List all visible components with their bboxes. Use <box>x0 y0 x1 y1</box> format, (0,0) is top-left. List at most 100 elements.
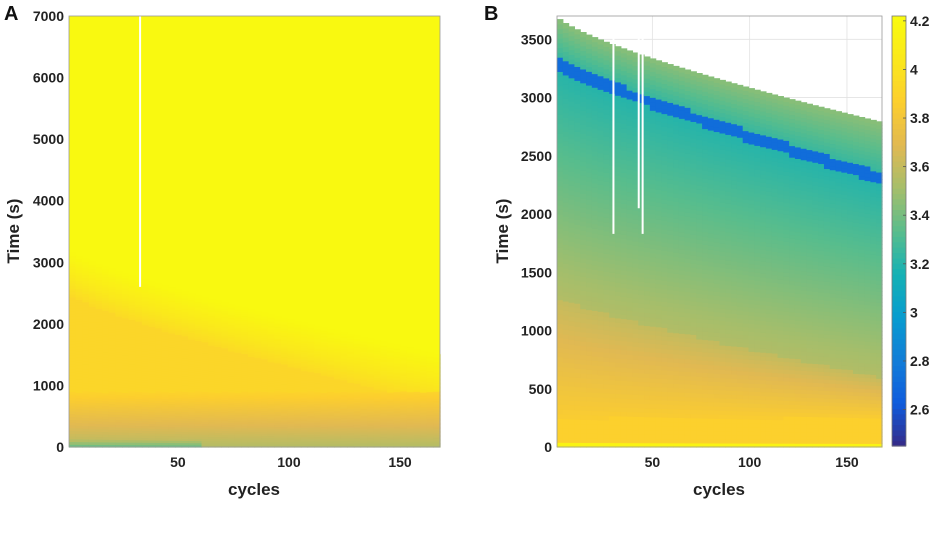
heatmap-cell <box>557 80 564 87</box>
heatmap-cell <box>122 422 130 426</box>
heatmap-cell <box>261 391 269 394</box>
heatmap-cell <box>168 383 176 387</box>
heatmap-cell <box>580 179 587 185</box>
heatmap-cell <box>609 227 616 233</box>
heatmap-cell <box>108 322 116 326</box>
heatmap-cell <box>557 38 564 44</box>
heatmap-cell <box>387 381 395 384</box>
heatmap-cell <box>234 323 242 327</box>
heatmap-cell <box>221 339 229 343</box>
heatmap-cell <box>591 365 599 371</box>
heatmap-cell <box>88 359 97 363</box>
heatmap-cell <box>135 388 143 392</box>
heatmap-cell <box>102 441 110 446</box>
heatmap-cell <box>115 333 123 337</box>
heatmap-cell <box>108 276 116 280</box>
heatmap-cell <box>155 351 163 355</box>
heatmap-cell <box>340 389 348 392</box>
heatmap-cell <box>241 409 249 412</box>
heatmap-cell <box>208 387 216 391</box>
heatmap-cell <box>591 428 599 434</box>
heatmap-cell <box>615 344 622 350</box>
heatmap-cell <box>387 421 395 424</box>
heatmap-cell <box>234 400 242 404</box>
heatmap-cell <box>155 428 163 432</box>
heatmap-cell <box>95 316 103 320</box>
heatmap-cell <box>274 405 282 409</box>
heatmap-cell <box>580 276 587 282</box>
heatmap-cell <box>340 355 348 358</box>
heatmap-cell <box>557 423 564 429</box>
heatmap-cell <box>393 347 401 350</box>
heatmap-cell <box>108 296 116 300</box>
heatmap-cell <box>155 325 163 329</box>
heatmap-cell <box>294 328 302 331</box>
heatmap-cell <box>148 312 156 316</box>
heatmap-cell <box>387 420 395 423</box>
heatmap-cell <box>367 400 375 403</box>
heatmap-cell <box>400 354 408 358</box>
heatmap-cell <box>568 54 576 60</box>
heatmap-cell <box>615 268 622 274</box>
heatmap-cell <box>221 364 229 367</box>
heatmap-cell <box>128 395 136 399</box>
heatmap-cell <box>340 420 348 424</box>
heatmap-cell <box>568 161 576 168</box>
heatmap-cell <box>254 375 262 378</box>
heatmap-cell <box>393 442 401 445</box>
heatmap-cell <box>274 342 282 345</box>
heatmap-cell <box>574 391 581 397</box>
heatmap-cell <box>387 359 395 362</box>
heatmap-cell <box>591 232 599 239</box>
heatmap-cell <box>557 185 564 191</box>
heatmap-cell <box>568 26 576 32</box>
heatmap-cell <box>580 114 587 121</box>
heatmap-cell <box>603 253 610 259</box>
heatmap-cell <box>597 397 605 403</box>
heatmap-cell <box>95 263 103 268</box>
heatmap-cell <box>373 424 381 427</box>
heatmap-cell <box>568 278 576 284</box>
heatmap-cell <box>380 437 388 441</box>
heatmap-cell <box>314 332 322 336</box>
heatmap-cell <box>609 155 616 162</box>
heatmap-cell <box>82 296 90 300</box>
heatmap-cell <box>387 353 395 356</box>
heatmap-cell <box>314 350 322 353</box>
heatmap-cell <box>88 264 97 268</box>
heatmap-cell <box>568 185 576 191</box>
heatmap-cell <box>367 437 375 440</box>
heatmap-cell <box>82 438 90 443</box>
heatmap-cell <box>580 234 587 241</box>
heatmap-cell <box>340 386 348 389</box>
heatmap-cell <box>609 173 616 179</box>
heatmap-cell <box>194 401 203 405</box>
heatmap-cell <box>241 383 249 386</box>
heatmap-cell <box>108 286 116 290</box>
heatmap-cell <box>334 438 342 441</box>
heatmap-cell <box>287 432 295 435</box>
y-tick-label: 5000 <box>33 131 64 147</box>
heatmap-cell <box>75 318 83 322</box>
heatmap-cell <box>568 44 576 51</box>
heatmap-cell <box>175 307 183 311</box>
heatmap-cell <box>267 323 275 327</box>
heatmap-cell <box>194 340 203 344</box>
heatmap-cell <box>95 313 103 317</box>
heatmap-cell <box>294 360 302 364</box>
heatmap-cell <box>75 258 83 262</box>
heatmap-cell <box>201 440 209 444</box>
heatmap-cell <box>135 347 143 351</box>
heatmap-cell <box>387 427 395 430</box>
heatmap-cell <box>261 416 269 419</box>
heatmap-cell <box>122 372 130 376</box>
heatmap-cell <box>128 341 136 345</box>
heatmap-cell <box>155 348 163 352</box>
heatmap-cell <box>340 407 348 410</box>
heatmap-cell <box>609 348 616 354</box>
heatmap-cell <box>574 182 581 188</box>
heatmap-cell <box>393 435 401 438</box>
heatmap-cell <box>597 428 605 435</box>
heatmap-cell <box>201 363 209 367</box>
heatmap-cell <box>128 331 136 335</box>
